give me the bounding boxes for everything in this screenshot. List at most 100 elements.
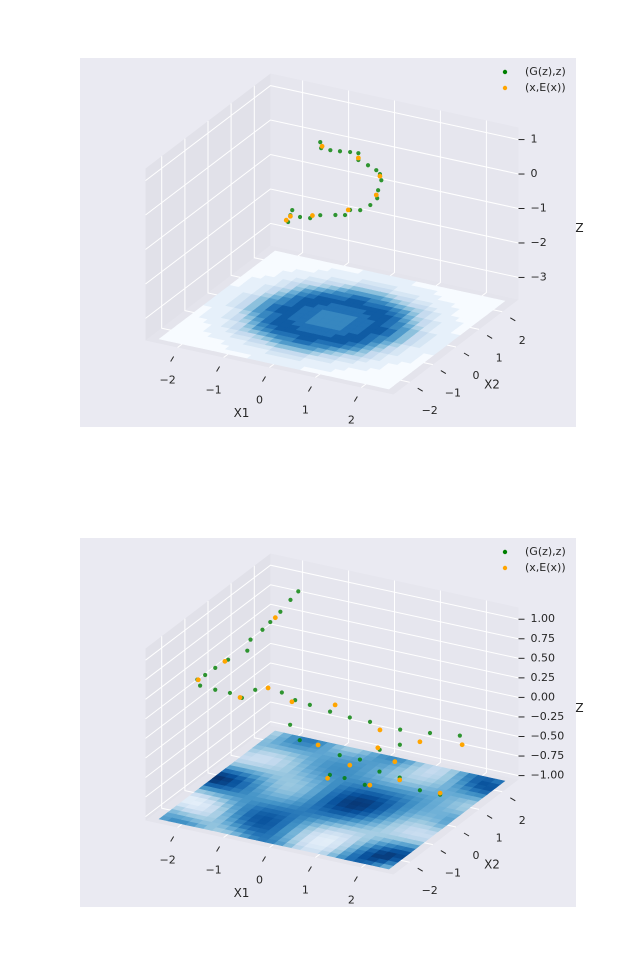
z-tick-label: 0.25 <box>531 671 556 684</box>
grid-line <box>145 603 519 700</box>
z-tick-label: 0.50 <box>531 651 556 664</box>
data-point <box>272 615 278 621</box>
surface-cell <box>490 778 506 785</box>
y-tick <box>463 352 470 357</box>
data-point <box>198 683 203 688</box>
x-tick <box>216 366 221 372</box>
x-tick-label: −1 <box>205 864 221 877</box>
data-point <box>457 733 462 738</box>
y-tick-label: 1 <box>496 831 503 844</box>
data-point <box>398 727 403 732</box>
data-point <box>253 687 258 692</box>
legend-label: (G(z),z) <box>525 65 566 78</box>
legend-label: (x,E(x)) <box>525 561 566 574</box>
y-tick-label: 0 <box>473 849 480 862</box>
data-point <box>332 702 338 708</box>
y-tick <box>440 370 447 375</box>
x-tick <box>170 836 175 842</box>
z-tick-label: 1 <box>531 133 538 146</box>
data-point <box>368 202 373 208</box>
y-tick <box>417 387 423 392</box>
data-point <box>288 597 293 602</box>
z-tick-label: −1.00 <box>531 769 565 782</box>
data-point <box>417 739 423 745</box>
data-point <box>379 178 384 183</box>
data-point <box>356 151 361 156</box>
data-point <box>333 212 338 218</box>
grid-line <box>145 119 519 216</box>
legend-marker <box>502 69 508 75</box>
x-tick-label: −2 <box>160 374 176 387</box>
data-point <box>290 208 295 213</box>
data-point <box>358 207 363 213</box>
data-point <box>296 589 301 594</box>
grid-line <box>145 584 519 681</box>
grid-line <box>145 222 519 319</box>
z-tick-label: 0.00 <box>531 690 556 703</box>
data-point <box>357 757 363 762</box>
x-axis-label: X1 <box>234 886 250 900</box>
y-tick <box>486 814 493 819</box>
data-point <box>373 192 379 198</box>
data-point <box>375 745 381 751</box>
y-tick <box>440 850 447 855</box>
data-point <box>427 730 433 736</box>
y-tick-label: −1 <box>445 867 461 880</box>
x-axis-label: X1 <box>234 406 250 420</box>
data-point <box>315 742 321 748</box>
data-point <box>377 769 382 774</box>
data-point <box>347 715 352 720</box>
y-tick-label: 1 <box>496 351 503 364</box>
data-point <box>195 677 201 683</box>
data-point <box>283 217 289 223</box>
x-tick-label: 1 <box>302 884 309 897</box>
data-point <box>327 709 333 714</box>
legend-marker <box>502 85 508 91</box>
data-point <box>318 213 323 218</box>
y-tick-label: 2 <box>519 334 526 347</box>
data-point <box>367 719 373 724</box>
data-point <box>345 207 351 213</box>
z-tick-label: −0.50 <box>531 730 565 743</box>
x-tick-label: 0 <box>256 874 263 887</box>
surface-cell <box>490 298 506 305</box>
data-point <box>362 782 367 787</box>
x-tick <box>353 396 358 402</box>
z-axis-label: Z <box>575 701 583 715</box>
x-tick <box>170 356 175 362</box>
x-tick-label: −2 <box>160 854 176 867</box>
data-point <box>337 753 342 758</box>
y-tick-label: −2 <box>422 884 438 897</box>
z-tick-label: −0.25 <box>531 710 565 723</box>
grid-line <box>145 188 519 285</box>
y-tick <box>417 867 423 872</box>
data-point <box>374 168 379 173</box>
data-point <box>376 188 381 193</box>
y-tick <box>510 317 516 322</box>
data-point <box>337 149 343 154</box>
z-tick-label: −1 <box>531 202 547 215</box>
z-tick-label: −2 <box>531 236 547 249</box>
data-point <box>248 637 253 642</box>
x-tick <box>216 846 221 852</box>
data-point <box>327 772 332 777</box>
grid-line <box>145 153 519 250</box>
x-tick <box>307 866 312 872</box>
data-point <box>325 775 330 781</box>
data-point <box>265 685 271 691</box>
x-tick-label: 2 <box>348 414 355 427</box>
grid-line <box>145 721 519 817</box>
z-tick-label: 1.00 <box>531 612 556 625</box>
data-point <box>297 214 303 220</box>
data-point <box>342 212 348 218</box>
y-tick <box>463 832 470 837</box>
grid-line <box>145 681 519 778</box>
data-point <box>279 690 284 695</box>
data-point <box>347 149 353 155</box>
y-tick-label: 0 <box>473 369 480 382</box>
y-tick-label: −2 <box>422 404 438 417</box>
data-point <box>222 658 228 664</box>
z-tick-label: −3 <box>531 270 547 283</box>
data-point <box>417 788 423 793</box>
